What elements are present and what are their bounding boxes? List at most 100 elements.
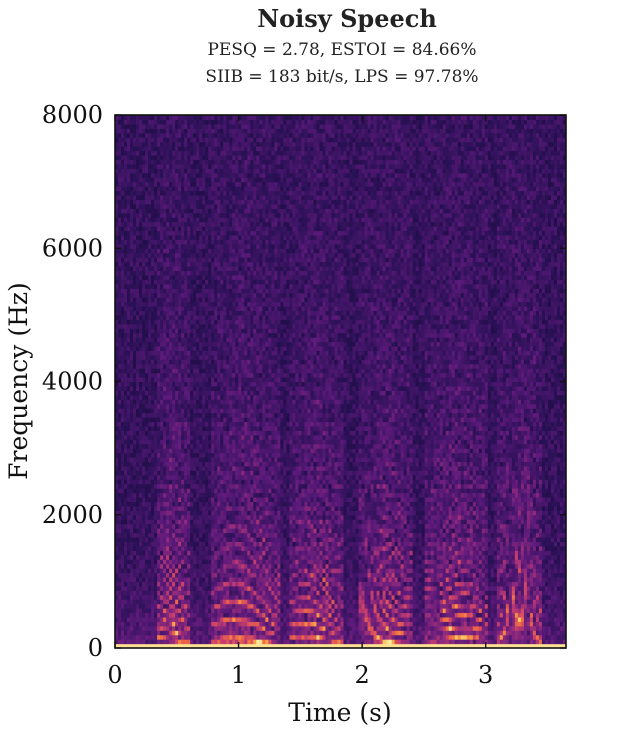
spectrogram-cell <box>127 261 131 267</box>
spectrogram-cell <box>136 190 140 196</box>
spectrogram-cell <box>169 119 173 125</box>
spectrogram-cell <box>115 212 119 218</box>
spectrogram-cell <box>127 159 131 165</box>
spectrogram-cell <box>169 434 173 440</box>
spectrogram-cell <box>133 301 137 307</box>
spectrogram-cell <box>175 212 179 218</box>
spectrogram-cell <box>124 186 128 192</box>
spectrogram-cell <box>172 132 176 138</box>
spectrogram-cell <box>169 266 173 272</box>
spectrogram-cell <box>175 421 179 427</box>
spectrogram-cell <box>115 483 119 489</box>
spectrogram-cell <box>133 603 137 609</box>
spectrogram-cell <box>124 408 128 414</box>
spectrogram-cell <box>172 274 176 280</box>
spectrogram-cell <box>172 154 176 161</box>
spectrogram-cell <box>154 510 158 516</box>
spectrogram-cell <box>166 203 170 209</box>
spectrogram-cell <box>133 434 137 440</box>
spectrogram-cell <box>148 594 152 600</box>
spectrogram-cell <box>160 608 164 614</box>
spectrogram-cell <box>118 230 122 236</box>
spectrogram-cell <box>115 643 119 648</box>
spectrogram-cell <box>139 137 143 143</box>
spectrogram-cell <box>130 305 134 312</box>
spectrogram-cell <box>121 545 125 551</box>
spectrogram-cell <box>154 199 158 205</box>
spectrogram-cell <box>163 234 167 240</box>
spectrogram-cell <box>160 603 164 609</box>
spectrogram-cell <box>130 194 134 200</box>
spectrogram-cell <box>151 243 155 249</box>
spectrogram-cell <box>169 301 173 307</box>
spectrogram-cell <box>175 385 179 391</box>
spectrogram-cell <box>136 363 140 369</box>
spectrogram-cell <box>118 634 122 640</box>
spectrogram-cell <box>160 337 164 343</box>
spectrogram-cell <box>124 590 128 596</box>
spectrogram-cell <box>139 345 143 352</box>
spectrogram-cell <box>121 150 125 156</box>
spectrogram-cell <box>157 203 161 209</box>
spectrogram-cell <box>133 337 137 343</box>
spectrogram-cell <box>133 381 137 387</box>
spectrogram-cell <box>154 292 158 298</box>
spectrogram-cell <box>127 359 131 365</box>
spectrogram-cell <box>154 403 158 409</box>
spectrogram-cell <box>127 381 131 387</box>
spectrogram-cell <box>154 399 158 405</box>
spectrogram-cell <box>145 634 149 640</box>
spectrogram-cell <box>142 226 146 232</box>
spectrogram-cell <box>121 394 125 400</box>
spectrogram-cell <box>115 186 119 192</box>
spectrogram-cell <box>118 572 122 578</box>
spectrogram-cell <box>160 594 164 600</box>
spectrogram-cell <box>175 559 179 565</box>
spectrogram-cell <box>136 345 140 352</box>
spectrogram-cell <box>175 305 179 312</box>
spectrogram-cell <box>169 603 173 609</box>
spectrogram-cell <box>142 470 146 476</box>
spectrogram-cell <box>118 448 122 454</box>
spectrogram-cell <box>118 332 122 338</box>
spectrogram-cell <box>166 488 170 494</box>
spectrogram-cell <box>127 403 131 409</box>
spectrogram-cell <box>127 559 131 565</box>
spectrogram-cell <box>166 461 170 467</box>
spectrogram-cell <box>169 363 173 369</box>
spectrogram-cell <box>148 305 152 312</box>
spectrogram-cell <box>172 425 176 431</box>
spectrogram-cell <box>139 434 143 440</box>
spectrogram-cell <box>151 461 155 467</box>
spectrogram-cell <box>157 608 161 614</box>
spectrogram-cell <box>121 603 125 609</box>
spectrogram-cell <box>148 323 152 329</box>
spectrogram-cell <box>142 568 146 574</box>
spectrogram-cell <box>148 528 152 534</box>
spectrogram-cell <box>136 292 140 298</box>
spectrogram-cell <box>163 177 167 183</box>
spectrogram-cell <box>127 590 131 596</box>
spectrogram-cell <box>157 332 161 338</box>
spectrogram-cell <box>142 519 146 525</box>
spectrogram-cell <box>136 403 140 409</box>
spectrogram-cell <box>172 505 176 511</box>
spectrogram-cell <box>136 163 140 169</box>
spectrogram-cell <box>124 594 128 600</box>
spectrogram-cell <box>169 563 173 569</box>
spectrogram-cell <box>172 599 176 605</box>
spectrogram-cell <box>160 177 164 183</box>
spectrogram-cell <box>169 354 173 360</box>
spectrogram-cell <box>133 194 137 200</box>
spectrogram-cell <box>115 385 119 391</box>
spectrogram-cell <box>130 328 134 334</box>
spectrogram-cell <box>163 514 167 520</box>
spectrogram-cell <box>151 132 155 138</box>
spectrogram-cell <box>160 474 164 480</box>
spectrogram-cell <box>133 270 137 276</box>
spectrogram-cell <box>169 221 173 227</box>
spectrogram-cell <box>154 132 158 138</box>
spectrogram-cell <box>127 217 131 223</box>
spectrogram-cell <box>115 545 119 551</box>
spectrogram-cell <box>139 505 143 511</box>
